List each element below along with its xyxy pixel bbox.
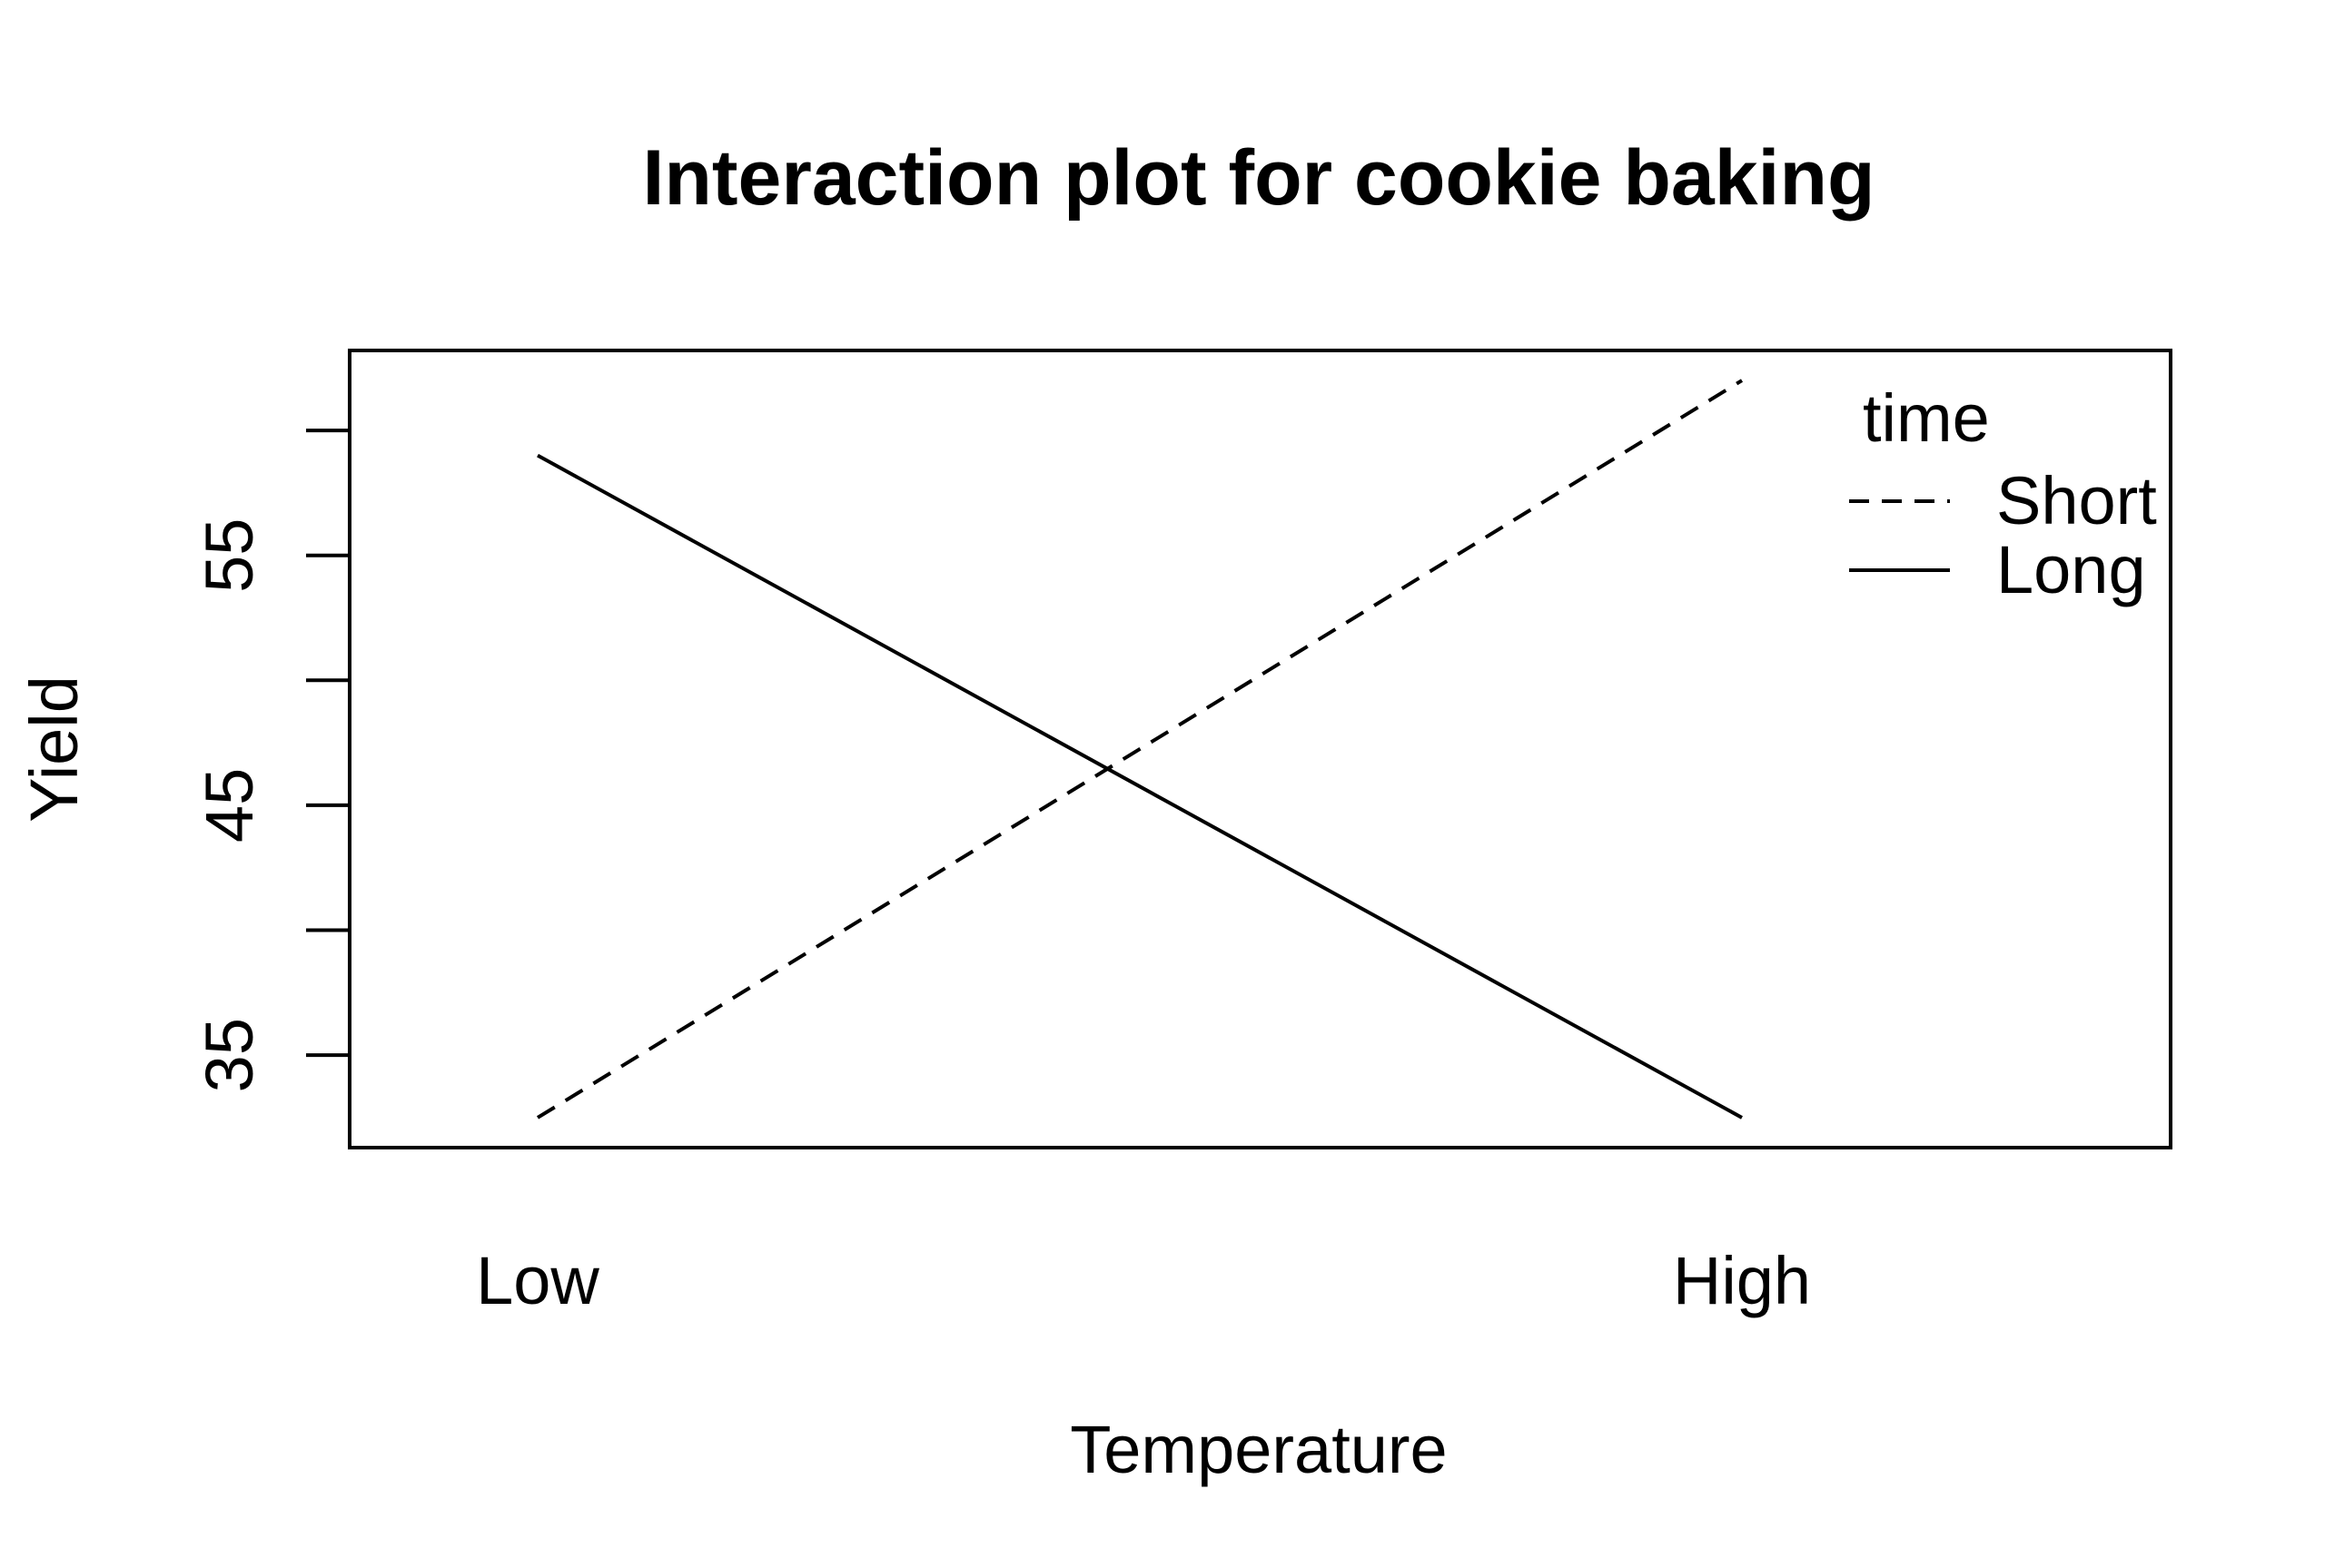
legend-title: time	[1863, 380, 1990, 456]
plot-frame	[348, 349, 2172, 1149]
y-tick-label: 35	[192, 1018, 267, 1092]
y-axis-label: Yield	[16, 676, 92, 823]
y-tick-label: 55	[192, 518, 267, 593]
series-line-long	[537, 453, 1743, 1119]
chart-title: Interaction plot for cookie baking	[642, 134, 1875, 222]
y-axis: 35 45 55	[192, 429, 350, 1092]
x-axis-label: Temperature	[1070, 1412, 1447, 1487]
legend-label-long: Long	[1996, 532, 2146, 607]
x-axis: Low High	[476, 1243, 1811, 1318]
legend-label-short: Short	[1996, 463, 2157, 538]
series-lines	[536, 379, 1744, 1119]
series-line-short	[536, 379, 1744, 1119]
x-tick-label: Low	[476, 1243, 599, 1318]
x-tick-label: High	[1673, 1243, 1811, 1318]
y-tick-label: 45	[192, 768, 267, 843]
